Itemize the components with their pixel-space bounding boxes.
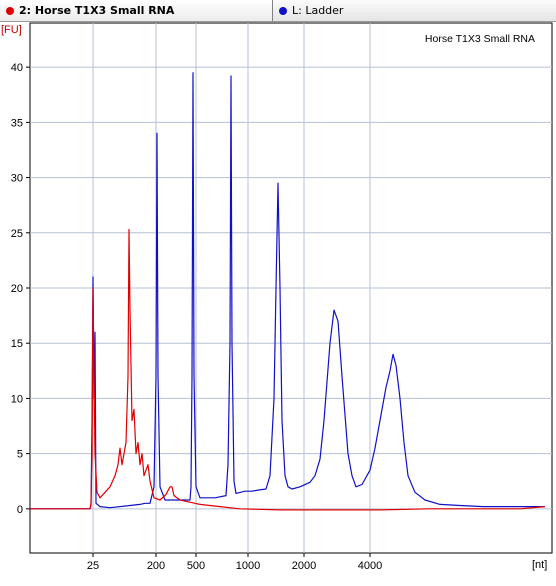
x-tick-label: 200 — [147, 560, 165, 572]
y-tick-label: 10 — [11, 393, 23, 405]
y-axis-ticks: 0 5 10 15 20 25 30 35 40 — [11, 62, 30, 516]
y-tick-label: 20 — [11, 283, 23, 295]
y-tick-label: 0 — [17, 504, 23, 516]
tab-label: L: Ladder — [292, 4, 344, 17]
red-dot-icon — [6, 6, 14, 15]
x-tick-label: 4000 — [358, 560, 382, 572]
x-axis-label: [nt] — [532, 559, 547, 571]
electropherogram-chart: 0 5 10 15 20 25 30 35 40 25 200 500 1000 2000 4000 [F… — [1, 22, 553, 572]
y-tick-label: 40 — [11, 62, 23, 74]
sample-tab-bar: 2: Horse T1X3 Small RNA L: Ladder — [0, 0, 556, 22]
y-tick-label: 35 — [11, 117, 23, 129]
series-group — [30, 72, 546, 511]
y-tick-label: 25 — [11, 228, 23, 240]
x-tick-label: 2000 — [292, 560, 316, 572]
tab-horse-sample[interactable]: 2: Horse T1X3 Small RNA — [0, 0, 273, 21]
series-line-ladder — [30, 72, 545, 510]
series-line-sample — [30, 228, 546, 511]
x-tick-label: 1000 — [236, 560, 260, 572]
x-tick-label: 500 — [187, 560, 205, 572]
x-tick-label: 25 — [87, 560, 99, 572]
tab-label: 2: Horse T1X3 Small RNA — [19, 4, 175, 17]
y-tick-label: 30 — [11, 173, 23, 185]
blue-dot-icon — [279, 6, 287, 15]
chart-title: Horse T1X3 Small RNA — [425, 33, 535, 45]
y-tick-label: 15 — [11, 338, 23, 350]
y-axis-label: [FU] — [1, 24, 22, 36]
tab-ladder[interactable]: L: Ladder — [273, 0, 556, 21]
y-tick-label: 5 — [17, 449, 23, 461]
x-axis-ticks: 25 200 500 1000 2000 4000 — [87, 553, 382, 572]
